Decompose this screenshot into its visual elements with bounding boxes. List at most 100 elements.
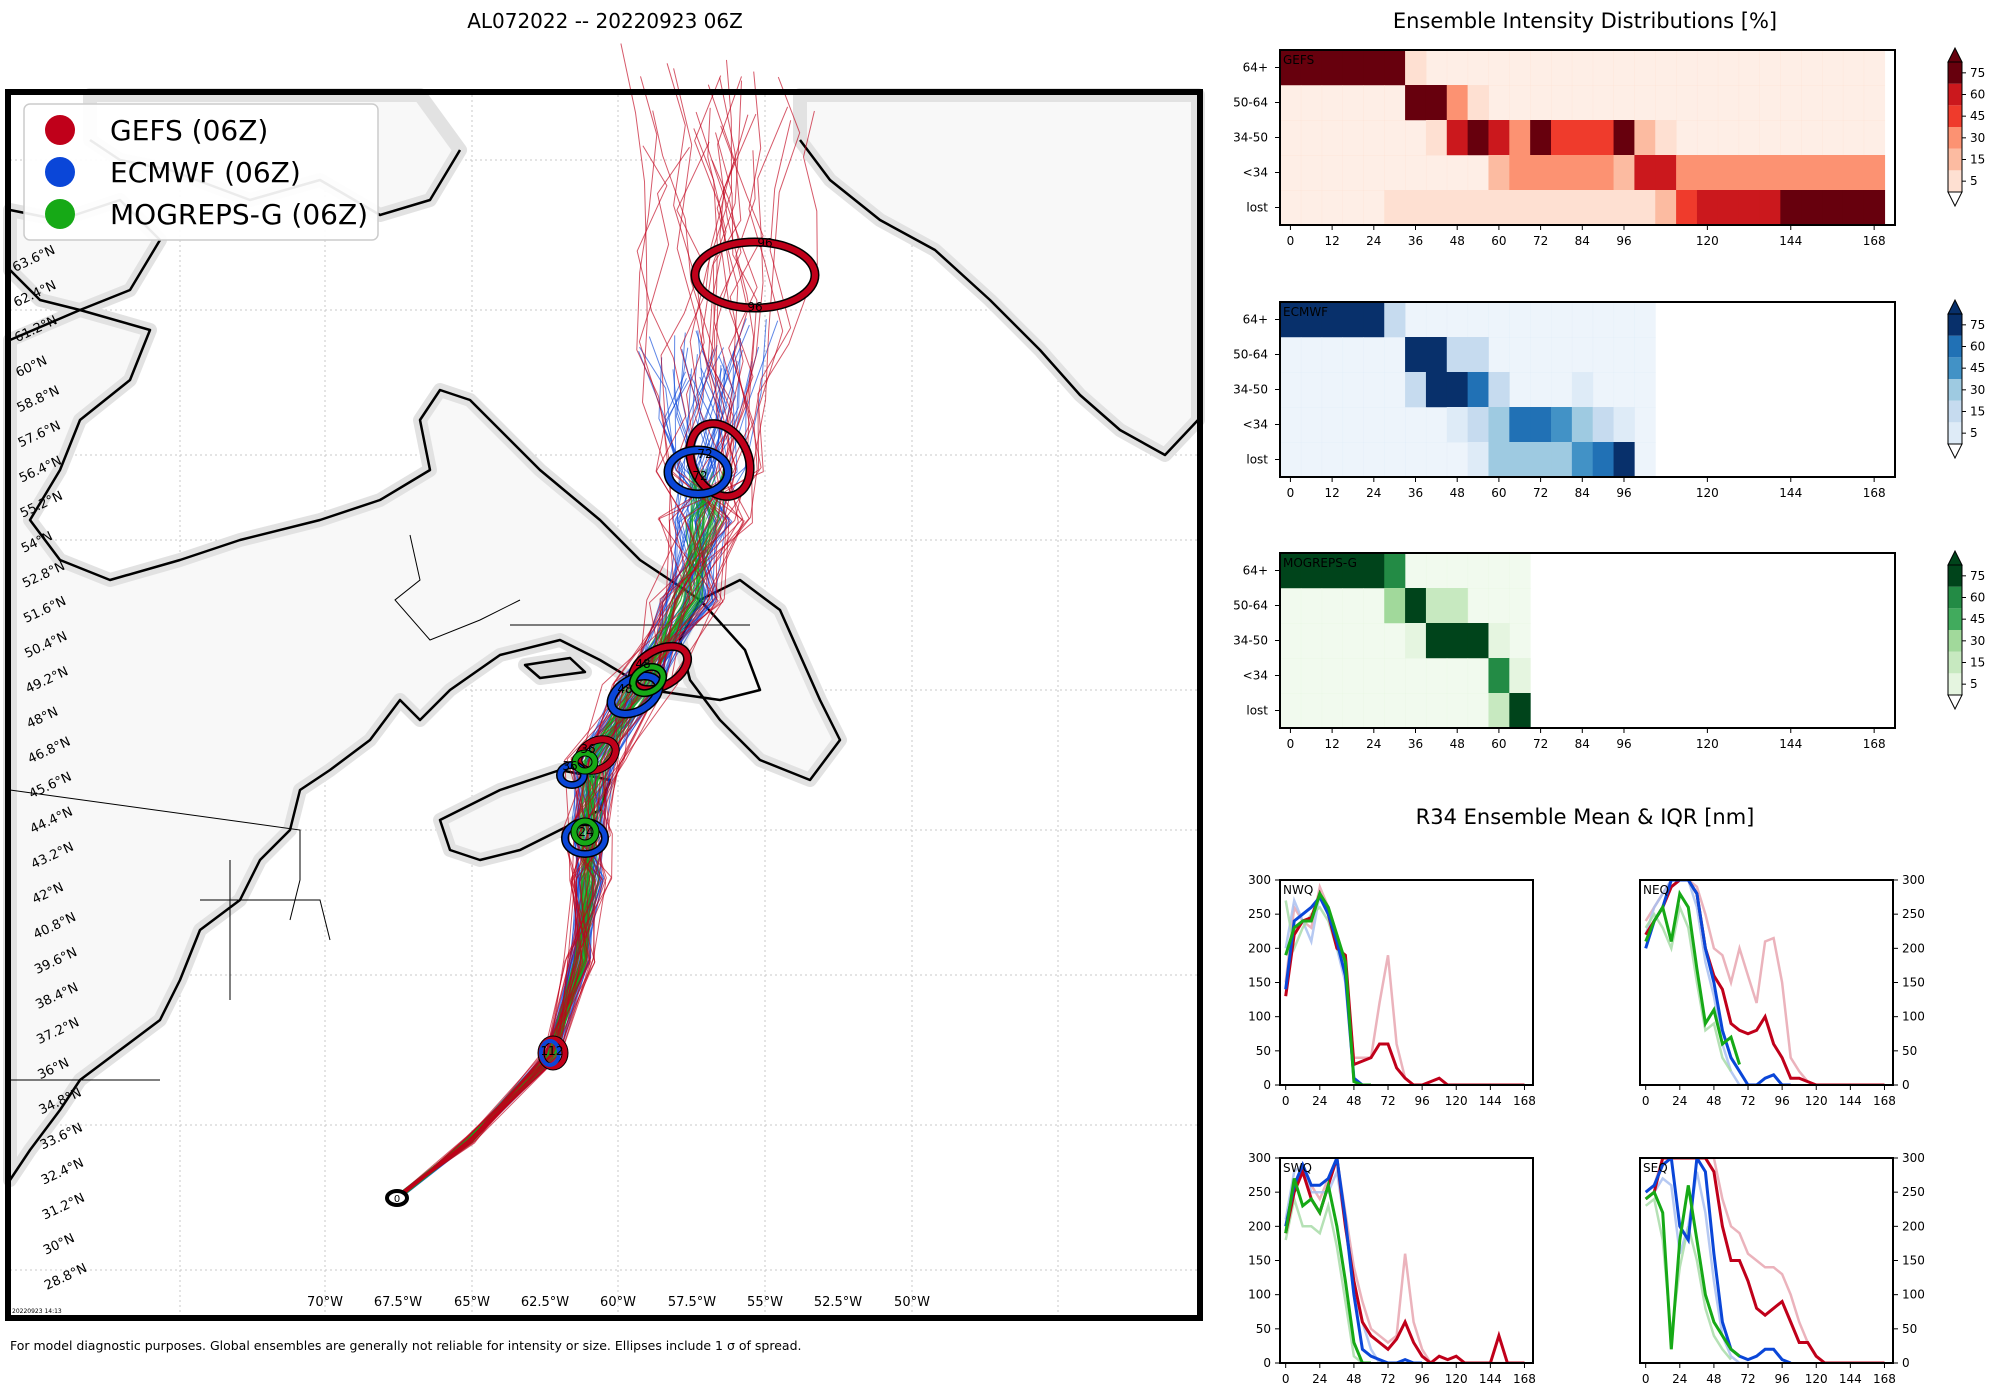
heat-cell — [1300, 553, 1323, 589]
heat-cell — [1467, 155, 1489, 191]
x-tick-label: 48 — [1450, 234, 1465, 248]
heat-cell — [1342, 155, 1364, 191]
x-tick-label: 120 — [1696, 486, 1719, 500]
ecmwf-legend-label: ECMWF (06Z) — [110, 156, 301, 189]
heat-cell — [1425, 407, 1448, 443]
x-tick-label: 24 — [1366, 737, 1381, 751]
heat-cell — [1530, 337, 1552, 373]
heat-cell — [1425, 50, 1448, 86]
row-label: 50-64 — [1233, 348, 1268, 362]
colorbar-gefs: 5 15 30 45 60 75 — [1947, 46, 1985, 208]
heat-cell — [1842, 190, 1865, 226]
x-tick-label: 84 — [1575, 486, 1590, 500]
ensemble-track — [396, 59, 733, 1200]
heat-cell — [1571, 50, 1594, 86]
heat-cell — [1571, 302, 1594, 338]
heat-cell — [1425, 588, 1448, 624]
lon-label: 60°W — [600, 1295, 636, 1310]
heat-cell — [1300, 372, 1323, 408]
x-tick-label: 0 — [1642, 1094, 1650, 1108]
heat-cell — [1759, 190, 1781, 226]
heat-cell — [1571, 372, 1594, 408]
r34-panel-neq: NEQ 0 50 100 150 200 250 300 0 24 48 72 96 120 144 168 — [1639, 873, 1925, 1108]
heat-cell — [1342, 442, 1364, 478]
x-tick-label: 120 — [1696, 737, 1719, 751]
intensity-panels: GEFS 64+ 50-64 34-50 <34 lost 0 12 24 36 48 60 72 84 9… — [1233, 46, 1985, 751]
heat-cell — [1822, 50, 1844, 86]
heat-cell — [1509, 85, 1531, 121]
heat-cell — [1342, 588, 1364, 624]
heat-cell — [1300, 302, 1323, 338]
heat-cell — [1425, 155, 1448, 191]
heat-cell — [1446, 658, 1469, 694]
heat-cell — [1634, 120, 1656, 156]
colorbar-tick: 15 — [1970, 405, 1985, 419]
heat-cell — [1551, 302, 1573, 338]
row-label: <34 — [1243, 669, 1268, 683]
heat-cell — [1321, 50, 1344, 86]
ecmwf-legend-marker — [45, 157, 75, 187]
heat-cell — [1300, 407, 1323, 443]
heat-cell — [1780, 85, 1802, 121]
r34-title: R34 Ensemble Mean & IQR [nm] — [1416, 805, 1755, 829]
heat-cell — [1530, 407, 1552, 443]
heat-cell — [1425, 693, 1448, 729]
heat-cell — [1405, 372, 1427, 408]
heat-cell — [1425, 85, 1448, 121]
heat-cell — [1676, 85, 1698, 121]
colorbar-tick: 75 — [1970, 66, 1985, 80]
heat-cell — [1488, 372, 1510, 408]
heat-cell — [1405, 120, 1427, 156]
heat-cell — [1634, 442, 1656, 478]
heat-cell — [1738, 85, 1760, 121]
timestamp: 20220923 14:13 — [12, 1308, 62, 1315]
heat-cell — [1530, 50, 1552, 86]
heat-cell — [1592, 50, 1615, 86]
heat-cell — [1405, 658, 1427, 694]
heat-cell — [1363, 693, 1385, 729]
row-label: lost — [1246, 453, 1268, 467]
heat-cell — [1405, 442, 1427, 478]
lon-label: 67.5°W — [374, 1295, 422, 1310]
panel-label: MOGREPS-G — [1283, 556, 1357, 570]
heat-cell — [1363, 372, 1385, 408]
x-tick-label: 168 — [1863, 486, 1886, 500]
x-tick-label: 168 — [1513, 1372, 1536, 1386]
x-tick-label: 168 — [1513, 1094, 1536, 1108]
heat-cell — [1592, 372, 1615, 408]
heat-cell — [1321, 372, 1344, 408]
heat-cell — [1446, 302, 1469, 338]
heat-cell — [1571, 407, 1594, 443]
heat-cell — [1571, 155, 1594, 191]
panel-label: SWQ — [1283, 1161, 1312, 1175]
heat-cell — [1321, 588, 1344, 624]
y-tick-label: 50 — [1256, 1044, 1271, 1058]
heat-cell — [1384, 302, 1406, 338]
y-tick-label: 200 — [1902, 1219, 1925, 1233]
heat-cell — [1467, 588, 1489, 624]
heat-cell — [1467, 302, 1489, 338]
heat-cell — [1446, 50, 1469, 86]
heat-cell — [1613, 50, 1635, 86]
row-label: 34-50 — [1233, 383, 1268, 397]
svg-text:24: 24 — [578, 825, 593, 839]
x-tick-label: 72 — [1533, 737, 1548, 751]
svg-text:36: 36 — [562, 759, 577, 773]
series-line — [1644, 903, 1733, 1072]
heat-cell — [1592, 407, 1615, 443]
heat-cell — [1300, 623, 1323, 659]
heat-cell — [1655, 155, 1677, 191]
r34-panel-swq: SWQ 0 50 100 150 200 250 300 0 24 48 72 96 120 144 168 — [1248, 1151, 1536, 1386]
x-tick-label: 24 — [1366, 486, 1381, 500]
heat-cell — [1405, 50, 1427, 86]
heat-cell — [1300, 442, 1323, 478]
heat-cell — [1446, 553, 1469, 589]
heat-cell — [1425, 372, 1448, 408]
heat-cell — [1280, 155, 1302, 191]
heat-cell — [1801, 155, 1823, 191]
heat-cell — [1280, 337, 1302, 373]
colorbar-tick: 60 — [1970, 88, 1985, 102]
heat-cell — [1384, 337, 1406, 373]
heat-cell — [1488, 155, 1510, 191]
x-tick-label: 96 — [1774, 1094, 1789, 1108]
